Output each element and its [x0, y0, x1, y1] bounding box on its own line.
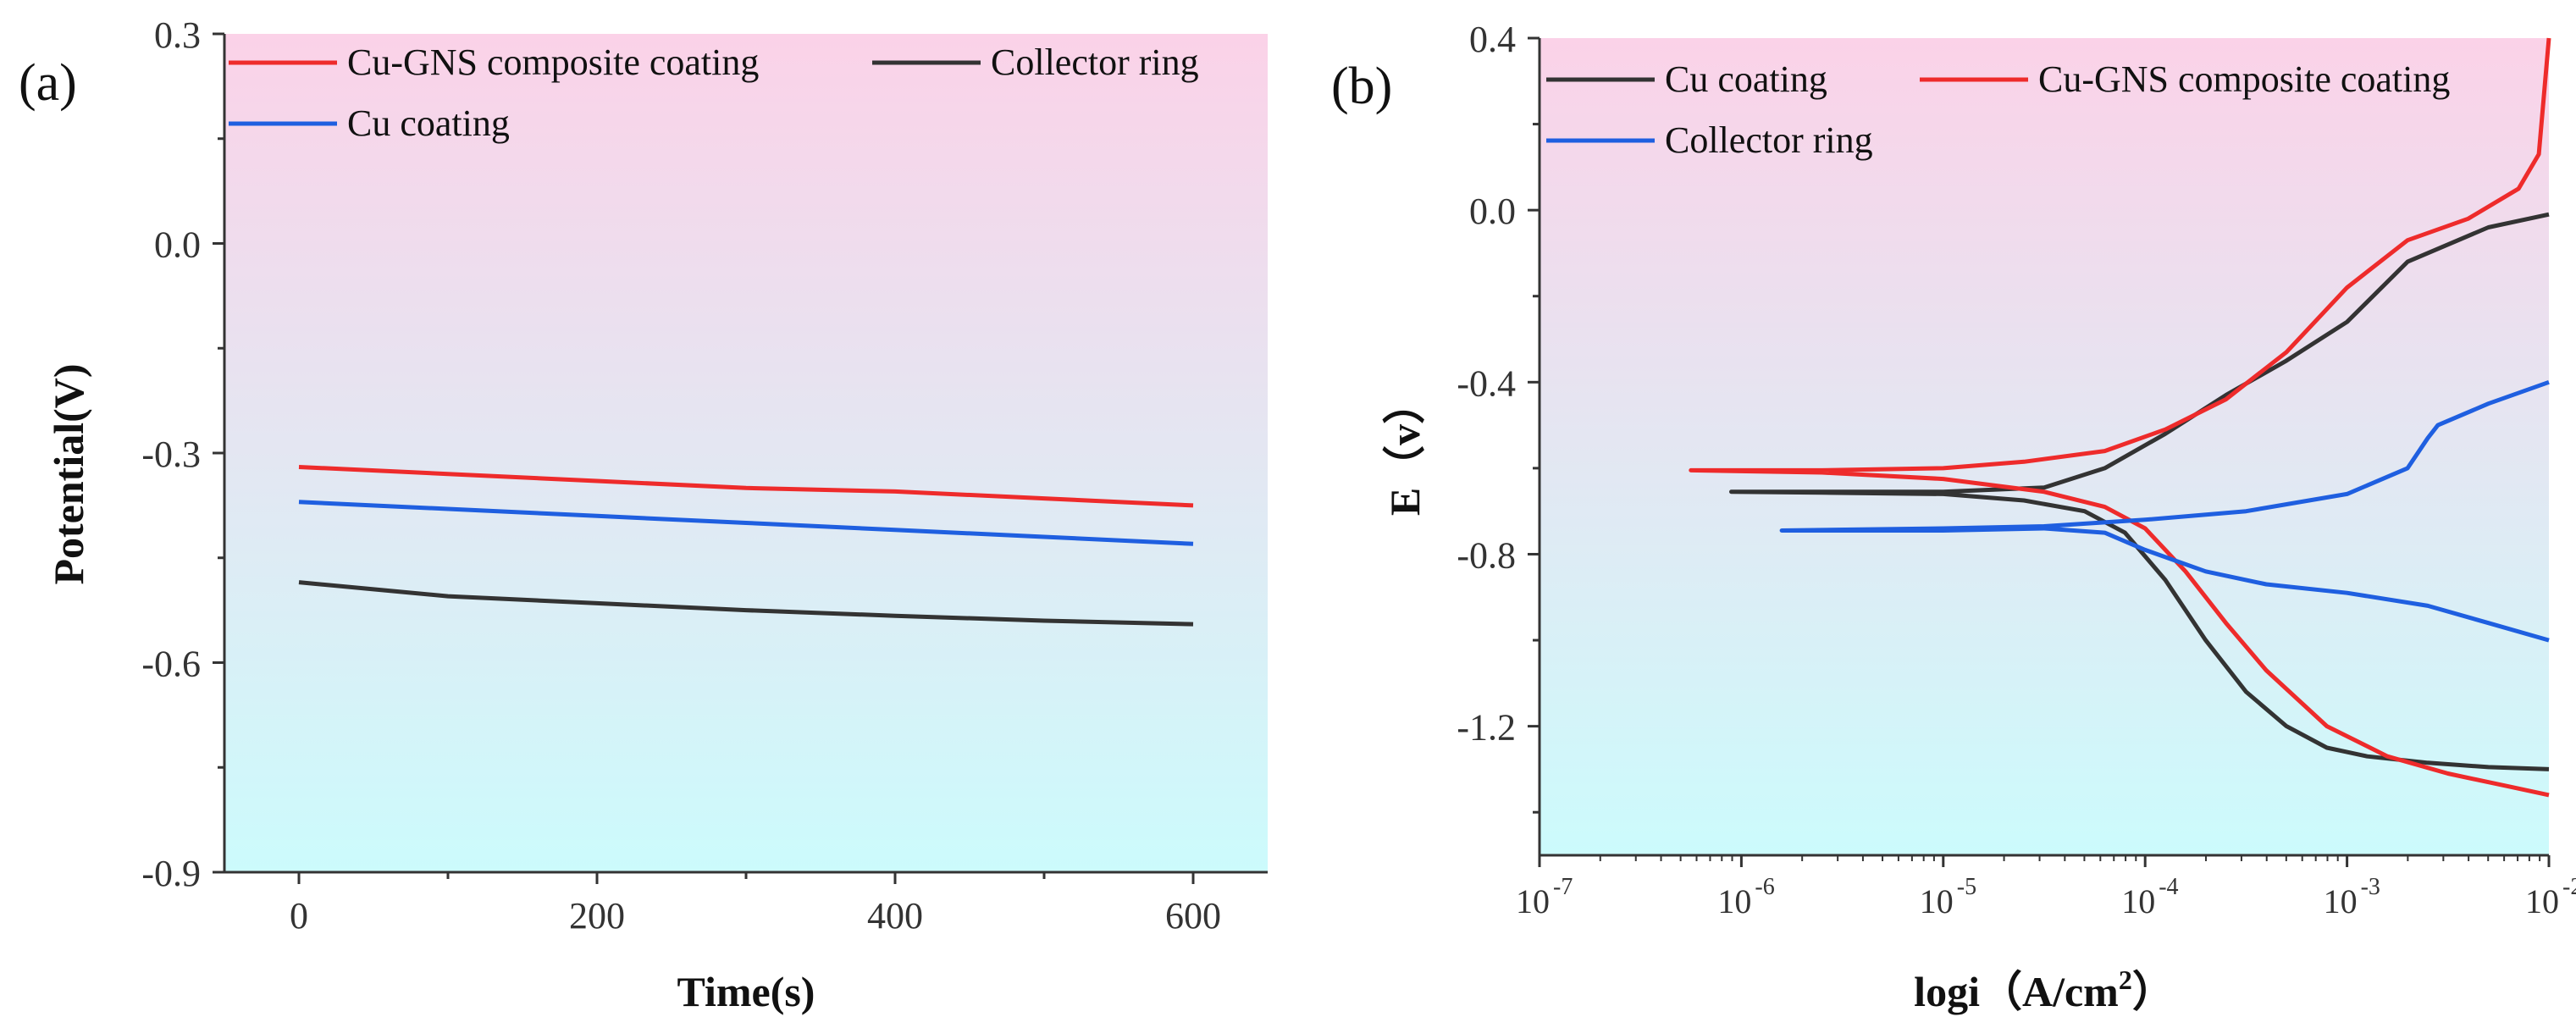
- y-tick-label-b: -0.8: [1457, 534, 1516, 576]
- y-tick-label-b: -1.2: [1457, 707, 1516, 749]
- x-tick-label-a: 400: [867, 895, 923, 937]
- y-tick-label-b: 0.0: [1469, 191, 1516, 232]
- chart-panel-b: (b) 0.40.0-0.4-0.8-1.210 -7 10 -6 10 -5 10 -4 10…: [1331, 19, 2576, 1015]
- y-tick-label-a: 0.0: [154, 224, 201, 266]
- series-line-collector-ring: [1779, 379, 2550, 643]
- y-axis-label-a: Potential(V): [45, 363, 92, 584]
- axes-b: 0.40.0-0.4-0.8-1.210 -7 10 -6 10 -5 10 -4 10 -3 10…: [1457, 19, 2576, 920]
- legend-label-b: Collector ring: [1665, 119, 1873, 161]
- panel-label-a: (a): [19, 54, 77, 112]
- y-tick-label-b: -0.4: [1457, 362, 1516, 404]
- legend-label-b: Cu coating: [1665, 58, 1827, 100]
- series-line-cu-gns-composite-coating: [1689, 37, 2551, 798]
- y-tick-label-a: 0.3: [154, 14, 201, 56]
- series-line-cu-coating: [298, 500, 1194, 546]
- x-tick-label-b: 10: [1717, 882, 1751, 920]
- legend-label-a: Collector ring: [991, 41, 1199, 83]
- legend-label-a: Cu-GNS composite coating: [347, 41, 759, 83]
- plot-background-b: [1540, 38, 2549, 855]
- legend-label-a: Cu coating: [347, 102, 510, 144]
- x-tick-label-a: 200: [569, 895, 625, 937]
- x-tick-label-b: 10: [1516, 882, 1550, 920]
- x-tick-label-b: 10: [2525, 882, 2559, 920]
- y-tick-label-a: -0.3: [141, 434, 201, 475]
- x-tick-label-b: 10: [2121, 882, 2155, 920]
- series-group-a: [298, 465, 1194, 627]
- series-line-collector-ring: [298, 580, 1194, 627]
- axes-a: 0.3 0.0 -0.3 -0.6 -0.9 0 200 400 600: [141, 14, 1268, 937]
- series-line-cu-gns-composite-coating: [298, 465, 1194, 508]
- x-axis-label-b: logi（A/cm2）: [1914, 964, 2175, 1015]
- x-tick-label-b: 10: [1920, 882, 1954, 920]
- x-tick-label-a: 600: [1165, 895, 1221, 937]
- chart-panel-a: (a) 0.3 0.0 -0.3 -0.6 -0.9 0 200 400 600 Cu-GNS …: [19, 14, 1268, 1015]
- x-tick-exponent-b: -2: [2562, 874, 2576, 900]
- y-tick-label-b: 0.4: [1469, 19, 1516, 60]
- x-tick-label-a: 0: [290, 895, 308, 937]
- plot-background-a: [224, 34, 1268, 872]
- x-axis-label-a: Time(s): [677, 968, 815, 1015]
- panel-label-b: (b): [1331, 58, 1392, 115]
- y-tick-label-a: -0.9: [141, 853, 201, 894]
- series-group-b: [1689, 37, 2551, 798]
- y-tick-label-a: -0.6: [141, 644, 201, 685]
- x-tick-exponent-b: -6: [1755, 874, 1774, 900]
- x-tick-exponent-b: -5: [1957, 874, 1976, 900]
- x-tick-exponent-b: -3: [2361, 874, 2380, 900]
- x-tick-exponent-b: -7: [1553, 874, 1573, 900]
- x-tick-label-b: 10: [2324, 882, 2358, 920]
- legend-b: Cu coating Cu-GNS composite coating Collec…: [1546, 58, 2450, 161]
- series-line-cu-coating: [1729, 212, 2550, 771]
- x-tick-exponent-b: -4: [2159, 874, 2178, 900]
- y-axis-label-b: E（v）: [1381, 382, 1429, 516]
- legend-label-b: Cu-GNS composite coating: [2038, 58, 2450, 100]
- legend-a: Cu-GNS composite coating Collector ring Cu…: [229, 41, 1199, 144]
